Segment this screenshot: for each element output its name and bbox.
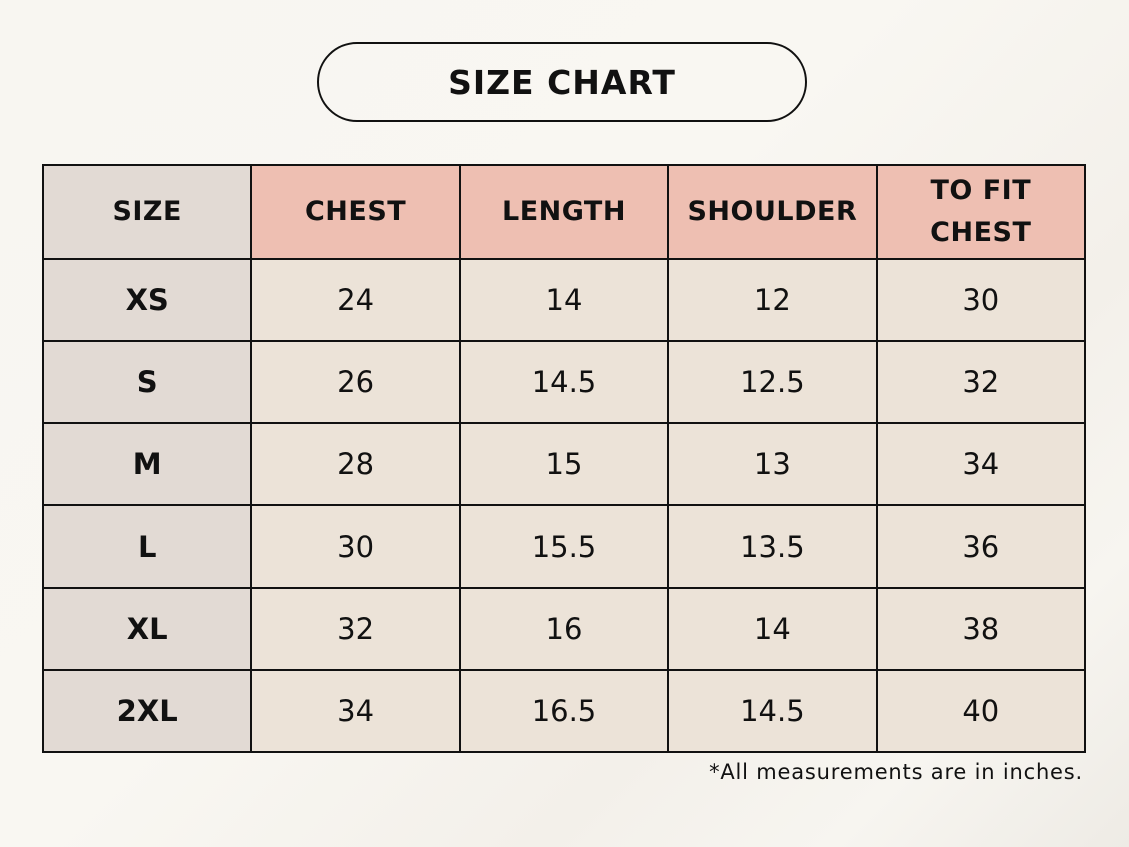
to-fit-chest-cell: 36 (875, 504, 1087, 589)
to-fit-chest-cell: 30 (875, 257, 1087, 343)
shoulder-cell: 12 (667, 257, 878, 343)
length-cell: 14 (458, 257, 670, 343)
shoulder-cell: 12.5 (667, 340, 878, 425)
header-size: SIZE (41, 164, 253, 260)
shoulder-cell: 14.5 (667, 668, 878, 754)
table-row: M 28 15 13 34 (41, 422, 1087, 507)
table-row: S 26 14.5 12.5 32 (41, 340, 1087, 425)
chest-cell: 34 (250, 668, 461, 754)
shoulder-cell: 14 (667, 586, 878, 671)
chest-cell: 26 (250, 340, 461, 425)
header-to-fit-chest: TO FIT CHEST (875, 164, 1087, 260)
to-fit-chest-cell: 34 (875, 422, 1087, 507)
table-row: 2XL 34 16.5 14.5 40 (41, 668, 1087, 754)
shoulder-cell: 13.5 (667, 504, 878, 589)
size-cell: L (41, 504, 253, 589)
table-row: XL 32 16 14 38 (41, 586, 1087, 671)
size-cell: M (41, 422, 253, 507)
size-cell: XS (41, 257, 253, 343)
table-header-row: SIZE CHEST LENGTH SHOULDER TO FIT CHEST (41, 164, 1087, 260)
page-title: SIZE CHART (317, 42, 807, 122)
table-row: L 30 15.5 13.5 36 (41, 504, 1087, 589)
header-shoulder: SHOULDER (667, 164, 878, 260)
to-fit-chest-cell: 40 (875, 668, 1087, 754)
chest-cell: 24 (250, 257, 461, 343)
length-cell: 14.5 (458, 340, 670, 425)
table-row: XS 24 14 12 30 (41, 257, 1087, 343)
to-fit-chest-cell: 38 (875, 586, 1087, 671)
chest-cell: 30 (250, 504, 461, 589)
header-length: LENGTH (458, 164, 670, 260)
page-title-text: SIZE CHART (448, 62, 676, 102)
shoulder-cell: 13 (667, 422, 878, 507)
chest-cell: 28 (250, 422, 461, 507)
to-fit-chest-cell: 32 (875, 340, 1087, 425)
size-cell: 2XL (41, 668, 253, 754)
size-table: SIZE CHEST LENGTH SHOULDER TO FIT CHEST … (41, 164, 1087, 754)
length-cell: 16 (458, 586, 670, 671)
length-cell: 16.5 (458, 668, 670, 754)
length-cell: 15.5 (458, 504, 670, 589)
chest-cell: 32 (250, 586, 461, 671)
header-chest: CHEST (250, 164, 461, 260)
size-cell: S (41, 340, 253, 425)
length-cell: 15 (458, 422, 670, 507)
measurement-footnote: *All measurements are in inches. (709, 760, 1083, 784)
size-cell: XL (41, 586, 253, 671)
